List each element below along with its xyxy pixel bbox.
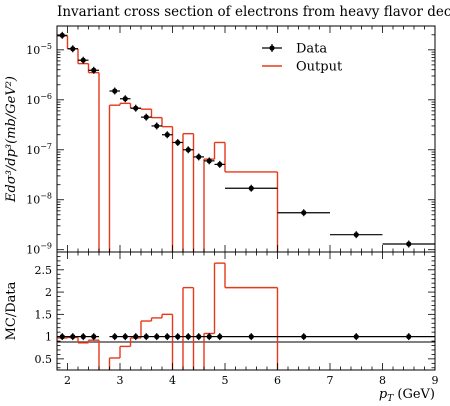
legend: Data Output <box>262 42 343 75</box>
ratio-data-point <box>91 334 97 340</box>
main-panel-frame <box>56 25 436 253</box>
ratio-data-point <box>70 334 76 340</box>
main-data-point <box>80 57 86 63</box>
x-axis-label-sub: T <box>387 394 394 404</box>
main-panel: 10−9 10−8 10−7 10−6 10−5 Edσ³/dp³(mb/GeV²) D… <box>4 25 436 257</box>
legend-output-label: Output <box>296 60 343 75</box>
x-tick-label: 6 <box>274 374 281 387</box>
x-axis-label-var: p <box>379 387 388 402</box>
ratio-data-point <box>248 334 254 340</box>
main-data-point <box>164 132 170 138</box>
main-y-tick-label: 10−9 <box>26 242 52 257</box>
chart-title-text: Invariant cross section of electrons fro… <box>57 4 450 20</box>
ratio-data-point <box>301 334 307 340</box>
ratio-y-tick-label: 2.5 <box>35 264 53 277</box>
x-tick-label: 3 <box>117 374 124 387</box>
ratio-data-point <box>164 334 170 340</box>
x-tick-label: 4 <box>169 374 176 387</box>
ratio-data-point <box>217 334 223 340</box>
ratio-y-axis-label: MC/Data <box>4 281 19 340</box>
ratio-data-point <box>196 334 202 340</box>
ratio-y-tick-label: 1.5 <box>35 308 53 321</box>
main-data-point <box>133 105 139 111</box>
ratio-panel-frame <box>56 251 436 371</box>
ratio-data-point <box>206 334 212 340</box>
ratio-data <box>57 333 435 341</box>
x-axis-label-unit: (GeV) <box>393 387 435 402</box>
main-data-point <box>196 154 202 160</box>
ratio-data-point <box>154 334 160 340</box>
main-data-point <box>353 232 359 238</box>
main-y-tick-label: 10−6 <box>26 92 52 107</box>
ratio-output-step <box>57 262 279 370</box>
main-data-point <box>185 147 191 153</box>
ratio-data-point <box>122 334 128 340</box>
x-tick-label: 2 <box>64 374 71 387</box>
ratio-data-point <box>406 334 412 340</box>
main-data-point <box>248 185 254 191</box>
main-data-point <box>175 139 181 146</box>
x-tick-label: 8 <box>379 374 386 387</box>
main-y-axis-label: Edσ³/dp³(mb/GeV²) <box>4 76 19 203</box>
ratio-data-point <box>353 334 359 340</box>
main-data-point <box>59 32 65 38</box>
main-output-step <box>57 35 279 252</box>
main-data <box>57 31 435 248</box>
x-tick-label: 7 <box>327 374 334 387</box>
ratio-data-point <box>112 334 118 340</box>
x-tick-label: 5 <box>222 374 229 387</box>
main-data-point <box>143 114 149 120</box>
legend-data-label: Data <box>296 42 327 57</box>
ratio-data-point <box>80 334 86 340</box>
main-data-point <box>70 46 76 52</box>
main-y-tick-label: 10−5 <box>26 42 52 57</box>
x-tick-label: 9 <box>432 374 439 387</box>
ratio-data-point <box>143 334 149 340</box>
main-y-tick-label: 10−7 <box>26 142 52 157</box>
ratio-data-point <box>175 334 181 340</box>
main-data-point <box>301 210 307 216</box>
main-data-point <box>112 88 118 94</box>
ratio-y-tick-label: 2 <box>45 286 52 299</box>
ratio-data-point <box>133 334 139 340</box>
main-y-tick-label: 10−8 <box>26 192 52 207</box>
legend-data-marker <box>269 45 275 51</box>
main-data-point <box>406 241 412 247</box>
ratio-data-point <box>185 334 191 340</box>
main-data-point <box>217 161 223 167</box>
main-data-point <box>122 96 128 102</box>
ratio-y-tick-label: 1 <box>45 331 52 344</box>
chart-title: Invariant cross section of electrons fro… <box>57 4 450 22</box>
x-axis-label: pT (GeV) <box>379 387 435 404</box>
ratio-panel: 0.5 1 1.5 2 2.5 2 3 4 5 6 7 8 9 MC/Data pT (GeV) <box>4 251 439 404</box>
main-data-point <box>91 67 97 73</box>
main-data-point <box>154 123 160 129</box>
main-data-point <box>206 158 212 164</box>
ratio-y-tick-label: 0.5 <box>35 353 53 366</box>
